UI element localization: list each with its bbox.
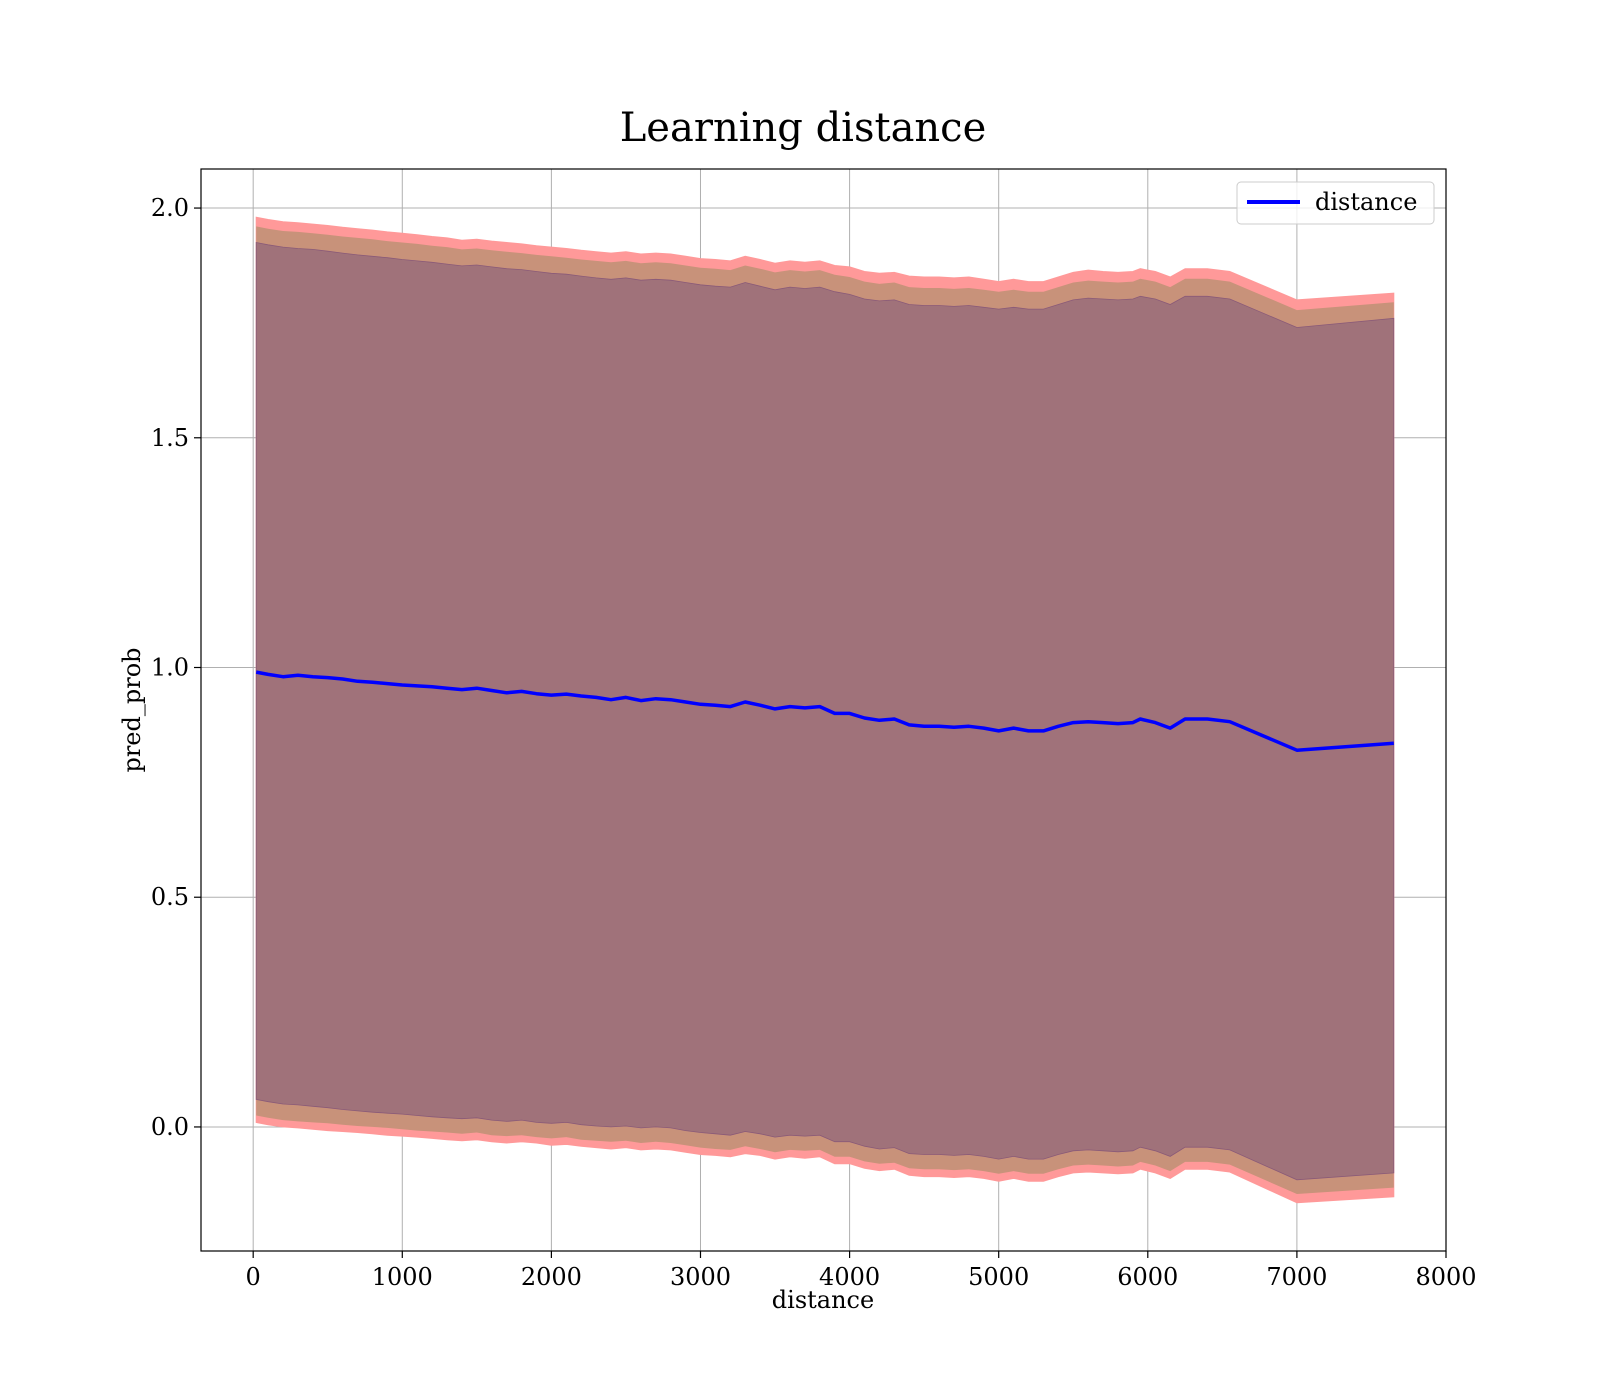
legend: distance bbox=[1236, 181, 1435, 225]
x-tick-label-3: 3000 bbox=[670, 1263, 731, 1291]
legend-entry-distance: distance bbox=[1315, 188, 1417, 216]
y-tick-label-3: 1.5 bbox=[151, 424, 189, 452]
x-tick-label-8: 8000 bbox=[1415, 1263, 1476, 1291]
x-tick-label-1: 1000 bbox=[372, 1263, 433, 1291]
y-tick-label-2: 1.0 bbox=[151, 654, 189, 682]
plot-frame bbox=[200, 168, 1447, 1252]
x-tick-label-4: 4000 bbox=[819, 1263, 880, 1291]
x-tick-label-0: 0 bbox=[246, 1263, 261, 1291]
x-tick-label-7: 7000 bbox=[1266, 1263, 1327, 1291]
y-axis-label: pred_prob bbox=[118, 647, 146, 772]
x-tick-label-5: 5000 bbox=[968, 1263, 1029, 1291]
y-tick-label-4: 2.0 bbox=[151, 194, 189, 222]
y-tick-label-1: 0.5 bbox=[151, 883, 189, 911]
chart-title: Learning distance bbox=[620, 105, 987, 151]
x-axis-label: distance bbox=[772, 1286, 874, 1314]
band-inner bbox=[255, 242, 1395, 1181]
confidence-bands bbox=[255, 216, 1395, 1204]
legend-box bbox=[1236, 181, 1435, 225]
series-lines bbox=[255, 670, 1394, 752]
x-tick-label-2: 2000 bbox=[521, 1263, 582, 1291]
x-axis-ticks: 0 1000 2000 3000 4000 5000 6000 7000 8000 bbox=[246, 1251, 1477, 1291]
x-tick-label-6: 6000 bbox=[1117, 1263, 1178, 1291]
series-line-distance bbox=[255, 670, 1394, 752]
y-tick-label-0: 0.0 bbox=[151, 1113, 189, 1141]
y-axis-ticks: 0.0 0.5 1.0 1.5 2.0 bbox=[151, 194, 201, 1141]
